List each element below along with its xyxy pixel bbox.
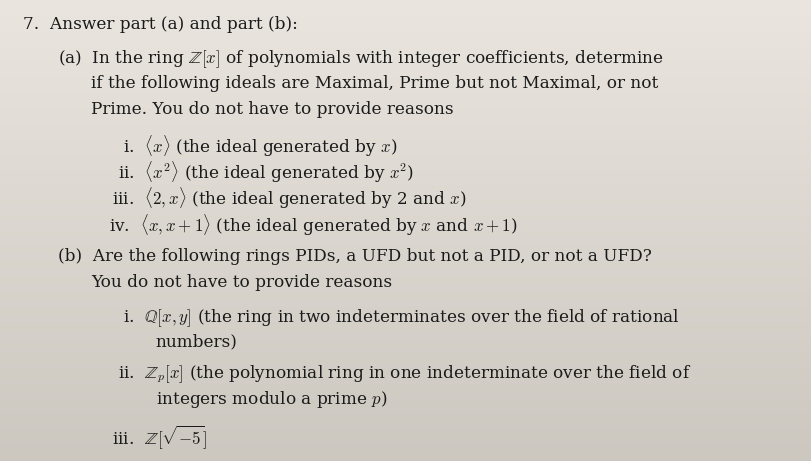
Text: i.  $\mathbb{Q}[x, y]$ (the ring in two indeterminates over the field of rationa: i. $\mathbb{Q}[x, y]$ (the ring in two i… [123, 307, 680, 329]
Text: iv.  $\langle x, x+1 \rangle$ (the ideal generated by $x$ and $x + 1$): iv. $\langle x, x+1 \rangle$ (the ideal … [109, 213, 517, 238]
Text: ii.  $\mathbb{Z}_p[x]$ (the polynomial ring in one indeterminate over the field : ii. $\mathbb{Z}_p[x]$ (the polynomial ri… [118, 363, 690, 384]
Text: iii.  $\langle 2, x \rangle$ (the ideal generated by 2 and $x$): iii. $\langle 2, x \rangle$ (the ideal g… [112, 186, 466, 212]
Text: (b)  Are the following rings PIDs, a UFD but not a PID, or not a UFD?: (b) Are the following rings PIDs, a UFD … [58, 248, 651, 265]
Text: (a)  In the ring $\mathbb{Z}[x]$ of polynomials with integer coefficients, deter: (a) In the ring $\mathbb{Z}[x]$ of polyn… [58, 48, 663, 70]
Text: ii.  $\langle x^2 \rangle$ (the ideal generated by $x^2$): ii. $\langle x^2 \rangle$ (the ideal gen… [118, 160, 414, 185]
Text: You do not have to provide reasons: You do not have to provide reasons [91, 274, 392, 291]
Text: Prime. You do not have to provide reasons: Prime. You do not have to provide reason… [91, 101, 453, 118]
Text: iii.  $\mathbb{Z}[\sqrt{-5}]$: iii. $\mathbb{Z}[\sqrt{-5}]$ [112, 423, 207, 451]
Text: if the following ideals are Maximal, Prime but not Maximal, or not: if the following ideals are Maximal, Pri… [91, 75, 658, 92]
Text: i.  $\langle x \rangle$ (the ideal generated by $x$): i. $\langle x \rangle$ (the ideal genera… [123, 134, 397, 159]
Text: integers modulo a prime $p$): integers modulo a prime $p$) [156, 389, 387, 410]
Text: numbers): numbers) [156, 333, 238, 350]
Text: 7.  Answer part (a) and part (b):: 7. Answer part (a) and part (b): [23, 16, 298, 33]
